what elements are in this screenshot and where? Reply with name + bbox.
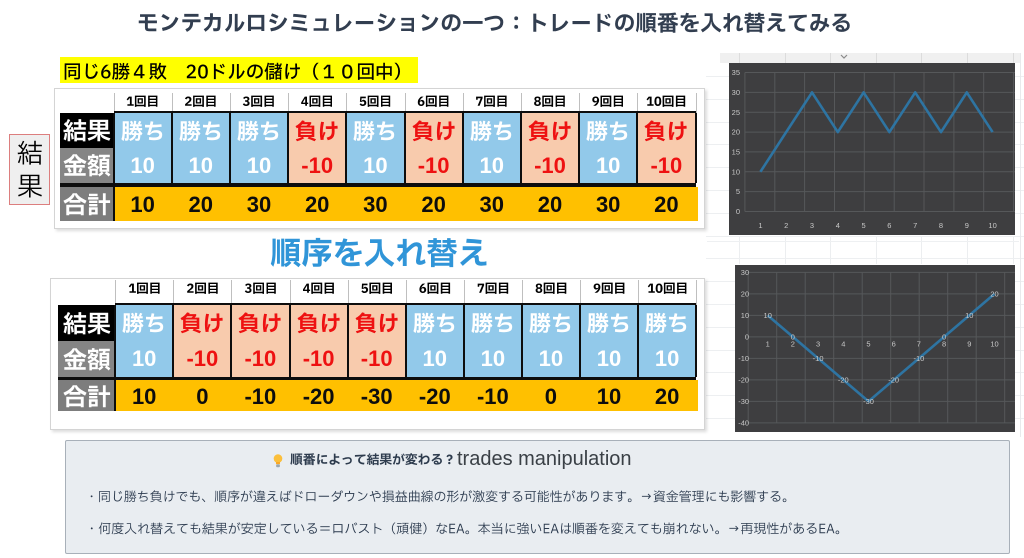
svg-text:5: 5	[735, 187, 739, 196]
svg-text:20: 20	[990, 289, 998, 298]
svg-text:6: 6	[887, 221, 891, 230]
svg-text:-40: -40	[738, 418, 749, 427]
svg-text:2: 2	[784, 221, 788, 230]
svg-text:10: 10	[740, 310, 748, 319]
svg-text:8: 8	[938, 221, 942, 230]
svg-text:7: 7	[916, 339, 920, 348]
svg-text:0: 0	[790, 332, 794, 341]
svg-text:-10: -10	[812, 353, 823, 362]
svg-text:2: 2	[790, 339, 794, 348]
svg-text:25: 25	[731, 108, 739, 117]
svg-text:0: 0	[942, 332, 946, 341]
svg-text:35: 35	[731, 68, 739, 77]
svg-text:10: 10	[763, 310, 771, 319]
svg-text:5: 5	[861, 221, 865, 230]
svg-text:7: 7	[913, 221, 917, 230]
svg-text:3: 3	[816, 339, 820, 348]
svg-text:30: 30	[740, 267, 748, 276]
svg-text:20: 20	[731, 127, 739, 136]
svg-text:8: 8	[942, 339, 946, 348]
svg-text:15: 15	[731, 147, 739, 156]
svg-text:0: 0	[735, 207, 739, 216]
svg-text:4: 4	[841, 339, 845, 348]
svg-text:4: 4	[835, 221, 839, 230]
svg-text:-10: -10	[738, 353, 749, 362]
svg-text:5: 5	[866, 339, 870, 348]
svg-text:-30: -30	[863, 396, 874, 405]
svg-text:10: 10	[990, 339, 998, 348]
svg-text:-10: -10	[913, 353, 924, 362]
svg-text:0: 0	[744, 332, 748, 341]
svg-text:10: 10	[988, 221, 996, 230]
svg-text:10: 10	[731, 167, 739, 176]
svg-text:10: 10	[965, 310, 973, 319]
svg-text:20: 20	[740, 289, 748, 298]
svg-text:3: 3	[809, 221, 813, 230]
svg-text:9: 9	[964, 221, 968, 230]
svg-text:30: 30	[731, 88, 739, 97]
svg-text:1: 1	[758, 221, 762, 230]
svg-text:1: 1	[765, 339, 769, 348]
svg-text:-30: -30	[738, 396, 749, 405]
svg-text:-20: -20	[837, 375, 848, 384]
svg-text:6: 6	[891, 339, 895, 348]
svg-text:-20: -20	[888, 375, 899, 384]
svg-text:9: 9	[967, 339, 971, 348]
svg-text:-20: -20	[738, 375, 749, 384]
